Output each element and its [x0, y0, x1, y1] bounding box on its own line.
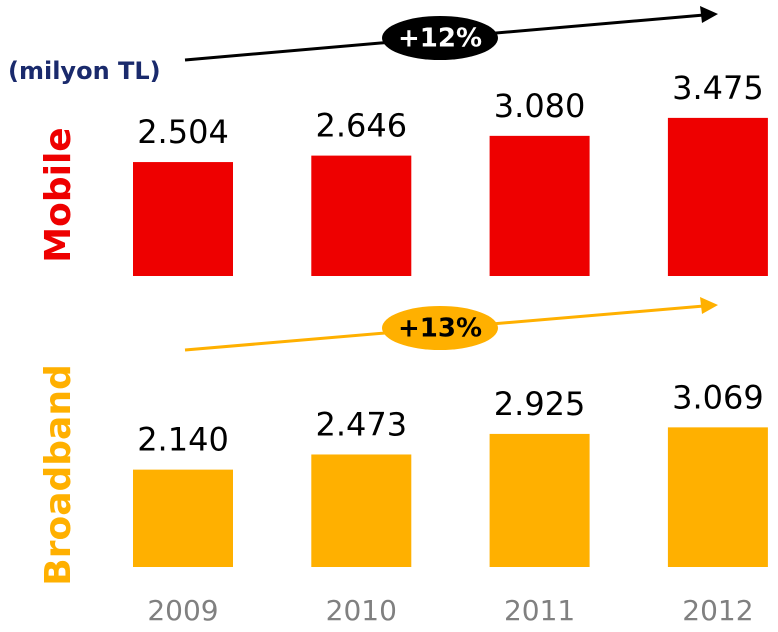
- unit-label: (milyon TL): [8, 57, 161, 85]
- series-label: Broadband: [38, 364, 79, 585]
- value-label: 3.475: [672, 69, 764, 107]
- bar: [311, 155, 412, 276]
- value-label: 2.504: [137, 113, 229, 151]
- bar: [133, 162, 233, 276]
- bar: [489, 135, 590, 276]
- growth-label: +12%: [398, 24, 482, 54]
- arrow-head: [700, 297, 718, 314]
- bar: [311, 454, 412, 567]
- value-label: 3.069: [672, 378, 764, 416]
- growth-badge: [382, 16, 498, 60]
- x-tick-label: 2009: [147, 594, 218, 627]
- growth-badge: [382, 306, 498, 350]
- x-tick-label: 2010: [326, 594, 397, 627]
- bar: [667, 427, 768, 567]
- x-tick-label: 2012: [682, 594, 753, 627]
- value-label: 2.473: [315, 405, 407, 443]
- growth-label: +13%: [398, 314, 482, 344]
- x-tick-label: 2011: [504, 594, 575, 627]
- value-label: 3.080: [494, 87, 586, 125]
- value-label: 2.646: [315, 107, 407, 145]
- value-label: 2.925: [494, 385, 586, 423]
- bar: [489, 433, 590, 567]
- bar: [667, 117, 768, 276]
- value-label: 2.140: [137, 421, 229, 459]
- bar: [133, 469, 233, 567]
- series-label: Mobile: [38, 127, 79, 262]
- arrow-head: [700, 6, 718, 23]
